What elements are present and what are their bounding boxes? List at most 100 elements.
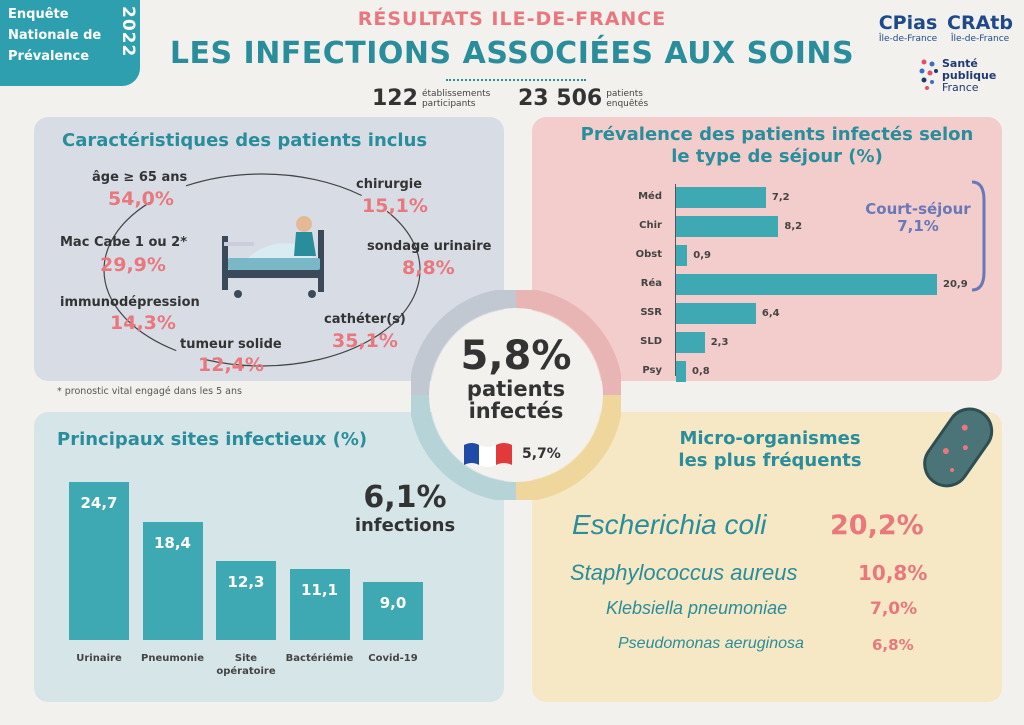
stay-bar [676, 274, 937, 295]
stay-bar [676, 303, 756, 324]
stay-value-label: 0,9 [693, 250, 711, 261]
characteristic-value: 8,8% [402, 257, 455, 279]
france-flag-icon [464, 443, 512, 467]
site-category-label: Bactériémie [285, 653, 354, 664]
short-stay-brace [971, 180, 986, 292]
site-bar [216, 561, 276, 640]
micro-organism-value: 20,2% [830, 509, 924, 541]
badge-line-3: Prévalence [8, 49, 90, 64]
characteristic-label: tumeur solide [180, 337, 282, 352]
infections-label: infections [354, 515, 456, 536]
site-category-label: Pneumonie [141, 653, 204, 664]
site-value-label: 11,1 [300, 580, 338, 599]
site-bar [363, 582, 423, 640]
stat-establishments-value: 122 [372, 86, 418, 111]
center-line-2: infectés [468, 399, 564, 423]
stat-establishments: 122 établissements participants [372, 86, 490, 111]
micro-organism-value: 6,8% [872, 635, 914, 654]
supertitle: RÉSULTATS ILE-DE-FRANCE [357, 8, 667, 30]
stay-value-label: 0,8 [691, 366, 710, 377]
site-category-label: Site opératoire [216, 653, 276, 677]
micro-organism-name: Klebsiella pneumoniae [606, 598, 788, 618]
stay-chart-title: Prévalence des patients infectés selon l… [580, 124, 974, 167]
site-category-label: Covid-19 [368, 653, 418, 664]
stay-category-label: Obst [635, 249, 662, 260]
stat-patients-label: patients enquêtés [606, 88, 649, 109]
characteristic-value: 12,4% [198, 354, 264, 376]
micro-organism-name: Pseudomonas aeruginosa [618, 635, 804, 652]
stay-category-label: Réa [640, 278, 662, 289]
sante-publique-france-logo: Santé publique France [918, 58, 1008, 94]
stay-category-label: SLD [640, 336, 662, 347]
characteristic-label: cathéter(s) [324, 312, 406, 327]
bacterium-icon [923, 407, 994, 488]
infections-value: 6,1% [363, 480, 447, 515]
center-stat: 5,8% patients infectés [446, 334, 586, 422]
stay-bar [676, 216, 779, 237]
site-value-label: 9,0 [379, 594, 407, 613]
stay-category-label: SSR [640, 307, 662, 318]
stay-value-label: 2,3 [710, 337, 729, 348]
stay-category-label: Méd [638, 191, 662, 202]
characteristic-value: 15,1% [362, 195, 428, 217]
site-bar [69, 482, 129, 640]
survey-badge: Enquête Nationale de Prévalence 2022 [0, 0, 140, 86]
characteristics-footnote: * pronostic vital engagé dans les 5 ans [57, 386, 242, 397]
characteristic-value: 54,0% [108, 188, 174, 210]
badge-year: 2022 [118, 6, 138, 58]
stay-bar [676, 332, 705, 353]
stay-value-label: 7,2 [771, 192, 790, 203]
characteristic-label: âge ≥ 65 ans [92, 170, 188, 185]
badge-line-1: Enquête [8, 7, 69, 22]
stay-value-label: 6,4 [761, 308, 780, 319]
france-value: 5,7% [522, 446, 561, 462]
characteristic-value: 14,3% [110, 312, 176, 334]
stay-category-label: Chir [639, 220, 662, 231]
site-value-label: 18,4 [153, 534, 191, 553]
characteristic-label: immunodépression [60, 295, 200, 310]
characteristics-title: Caractéristiques des patients inclus [62, 130, 428, 151]
micro-organism-name: Staphylococcus aureus [570, 560, 798, 585]
title-divider [446, 79, 586, 81]
stay-chart-axis [675, 184, 676, 376]
stat-patients: 23 506 patients enquêtés [518, 86, 648, 111]
micro-title: Micro-organismes les plus fréquents [678, 428, 862, 471]
site-category-label: Urinaire [76, 653, 122, 664]
micro-organism-value: 10,8% [858, 561, 928, 585]
stay-type-panel [532, 117, 1002, 381]
characteristic-value: 35,1% [332, 330, 398, 352]
sites-chart-title: Principaux sites infectieux (%) [57, 429, 368, 450]
site-bar [289, 568, 350, 640]
characteristic-label: sondage urinaire [367, 239, 492, 254]
characteristic-label: chirurgie [356, 177, 423, 192]
spf-dots-icon [919, 59, 938, 90]
center-line-1: patients [466, 377, 566, 401]
cpias-logo: CPias Île-de-France [878, 12, 938, 44]
stay-bar [676, 361, 686, 382]
short-stay-value: 7,1% [897, 217, 939, 235]
center-ring [411, 290, 621, 500]
stay-bar [676, 245, 688, 266]
micro-organism-name: Escherichia coli [572, 509, 767, 540]
site-value-label: 24,7 [80, 494, 118, 512]
badge-line-2: Nationale de [8, 28, 102, 43]
short-stay-label: Court-séjour [865, 200, 971, 218]
site-value-label: 12,3 [227, 573, 265, 592]
characteristic-label: Mac Cabe 1 ou 2* [60, 235, 188, 250]
page-title: LES INFECTIONS ASSOCIÉES AUX SOINS [169, 36, 855, 71]
stay-bar [676, 187, 766, 208]
infections-annotation: 6,1% infections [345, 480, 465, 536]
characteristics-ellipse [103, 173, 421, 367]
cratb-logo: CRAtb Île-de-France [947, 12, 1013, 44]
characteristic-value: 29,9% [100, 254, 166, 276]
stat-patients-value: 23 506 [518, 86, 603, 111]
micro-organism-value: 7,0% [870, 598, 918, 619]
short-stay-annotation: Court-séjour 7,1% [858, 201, 978, 235]
stay-value-label: 20,9 [943, 279, 968, 290]
site-bar [142, 522, 203, 640]
stay-category-label: Psy [642, 365, 662, 376]
stay-value-label: 8,2 [784, 221, 803, 232]
center-value: 5,8% [460, 333, 572, 379]
patient-bed-icon [222, 216, 324, 298]
stat-establishments-label: établissements participants [421, 88, 491, 109]
